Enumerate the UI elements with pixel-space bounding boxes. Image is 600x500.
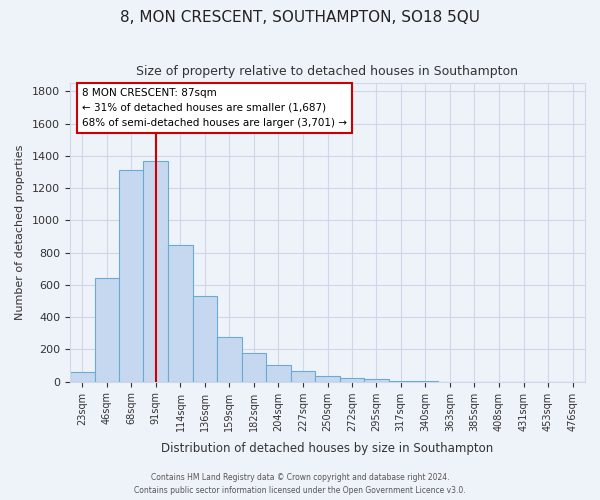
Text: Contains HM Land Registry data © Crown copyright and database right 2024.
Contai: Contains HM Land Registry data © Crown c… <box>134 474 466 495</box>
Bar <box>217 336 242 382</box>
X-axis label: Distribution of detached houses by size in Southampton: Distribution of detached houses by size … <box>161 442 494 455</box>
Bar <box>70 372 95 382</box>
Bar <box>340 378 364 382</box>
Title: Size of property relative to detached houses in Southampton: Size of property relative to detached ho… <box>136 65 518 78</box>
Bar <box>95 278 119 382</box>
Bar <box>242 352 266 382</box>
Y-axis label: Number of detached properties: Number of detached properties <box>15 145 25 320</box>
Bar <box>168 244 193 382</box>
Text: 8 MON CRESCENT: 87sqm
← 31% of detached houses are smaller (1,687)
68% of semi-d: 8 MON CRESCENT: 87sqm ← 31% of detached … <box>82 88 347 128</box>
Bar <box>364 379 389 382</box>
Bar <box>316 376 340 382</box>
Bar <box>290 371 316 382</box>
Bar <box>389 381 413 382</box>
Bar <box>119 170 143 382</box>
Bar <box>143 160 168 382</box>
Bar <box>266 364 290 382</box>
Text: 8, MON CRESCENT, SOUTHAMPTON, SO18 5QU: 8, MON CRESCENT, SOUTHAMPTON, SO18 5QU <box>120 10 480 25</box>
Bar <box>193 296 217 382</box>
